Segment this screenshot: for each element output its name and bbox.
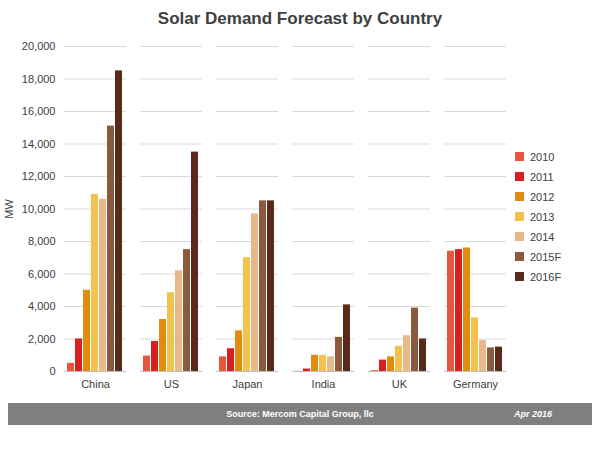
svg-text:16,000: 16,000 — [22, 105, 56, 117]
svg-text:US: US — [164, 378, 179, 390]
svg-text:6,000: 6,000 — [28, 268, 56, 280]
svg-text:2,000: 2,000 — [28, 333, 56, 345]
svg-text:UK: UK — [392, 378, 408, 390]
svg-text:Germany: Germany — [453, 378, 499, 390]
html-text:2013: 2013 — [530, 210, 555, 223]
html-text:2014: 2014 — [530, 230, 555, 243]
svg-text:China: China — [81, 378, 111, 390]
svg-text:10,000: 10,000 — [22, 203, 56, 215]
svg-text:18,000: 18,000 — [22, 73, 56, 85]
html-text:2011: 2011 — [530, 170, 554, 183]
html-text:Source: Mercom Capital Group,: Source: Mercom Capital Group, llc — [226, 409, 374, 419]
svg-text:India: India — [312, 378, 337, 390]
svg-text:4,000: 4,000 — [28, 300, 56, 312]
svg-text:MW: MW — [3, 199, 15, 219]
html-text:2012: 2012 — [530, 190, 555, 203]
html-text:Apr 2016: Apr 2016 — [514, 409, 552, 419]
svg-text:14,000: 14,000 — [22, 138, 56, 150]
svg-text:20,000: 20,000 — [22, 40, 56, 52]
svg-text:Japan: Japan — [233, 378, 263, 390]
html-text:Solar Demand Forecast by Count: Solar Demand Forecast by Country — [157, 9, 443, 28]
svg-text:8,000: 8,000 — [28, 235, 56, 247]
svg-text:0: 0 — [49, 365, 55, 377]
html-text:2010: 2010 — [530, 150, 555, 163]
svg-text:12,000: 12,000 — [22, 170, 56, 182]
html-text:2015F: 2015F — [530, 250, 562, 263]
html-text:2016F: 2016F — [530, 270, 562, 283]
